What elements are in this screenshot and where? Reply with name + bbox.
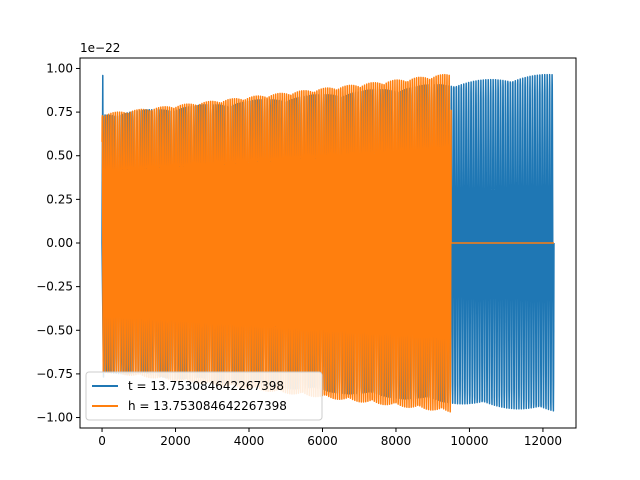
- y-tick-label: 0.50: [46, 149, 73, 163]
- y-tick-label: −1.00: [36, 411, 73, 425]
- legend: t = 13.753084642267398 h = 13.75308464226…: [85, 371, 323, 421]
- x-tick-label: 2000: [160, 434, 191, 448]
- y-offset-label: 1e−22: [80, 41, 120, 55]
- y-tick-label: −0.75: [36, 367, 73, 381]
- y-tick-label: −0.25: [36, 280, 73, 294]
- series-layer: [101, 73, 555, 413]
- legend-box: [85, 371, 323, 421]
- y-tick-label: 1.00: [46, 61, 73, 75]
- y-tick-label: 0.25: [46, 192, 73, 206]
- y-axis: 1.00 0.75 0.50 0.25 0.00 −0.25 −0.50 −0.75 −1.00: [36, 61, 80, 425]
- x-axis: 0 2000 4000 6000 8000 10000 12000: [98, 428, 562, 448]
- x-tick-label: 0: [98, 434, 106, 448]
- x-tick-label: 4000: [234, 434, 265, 448]
- x-tick-label: 12000: [524, 434, 562, 448]
- y-tick-label: 0.00: [46, 236, 73, 250]
- legend-label: t = 13.753084642267398: [128, 379, 284, 393]
- x-tick-label: 6000: [307, 434, 338, 448]
- y-tick-label: −0.50: [36, 323, 73, 337]
- y-tick-label: 0.75: [46, 105, 73, 119]
- legend-label: h = 13.753084642267398: [128, 399, 287, 413]
- x-tick-label: 8000: [381, 434, 412, 448]
- x-tick-label: 10000: [450, 434, 488, 448]
